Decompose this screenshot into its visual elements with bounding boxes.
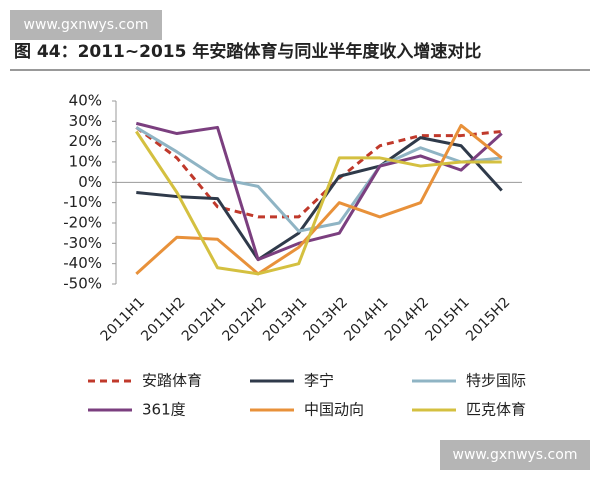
x-tick-label: 2011H2 xyxy=(138,294,188,344)
x-tick-label: 2013H1 xyxy=(260,294,310,344)
y-tick-label: -50% xyxy=(63,275,102,293)
x-tick-label: 2012H1 xyxy=(179,294,229,344)
watermark: www.gxnwys.com xyxy=(453,447,578,463)
watermark: www.gxnwys.com xyxy=(24,17,149,33)
x-tick-label: 2012H2 xyxy=(219,294,269,344)
x-tick-label: 2014H2 xyxy=(382,294,432,344)
legend-label: 361度 xyxy=(142,401,186,419)
y-tick-label: 20% xyxy=(69,132,102,150)
x-tick-label: 2015H2 xyxy=(463,294,513,344)
y-tick-label: -40% xyxy=(63,254,102,272)
legend-label: 匹克体育 xyxy=(466,401,526,419)
x-tick-label: 2011H1 xyxy=(98,294,148,344)
y-tick-label: -10% xyxy=(63,193,102,211)
y-tick-label: 10% xyxy=(69,153,102,171)
legend-label: 中国动向 xyxy=(304,401,364,419)
y-tick-label: 40% xyxy=(69,92,102,110)
legend-label: 特步国际 xyxy=(466,372,526,390)
y-tick-label: -20% xyxy=(63,214,102,232)
watermark-box xyxy=(10,10,162,40)
x-tick-label: 2013H2 xyxy=(301,294,351,344)
series-line xyxy=(136,136,503,262)
y-tick-label: 30% xyxy=(69,112,102,130)
series-line xyxy=(135,130,502,276)
legend-label: 李宁 xyxy=(304,372,334,390)
x-tick-label: 2015H1 xyxy=(422,294,472,344)
y-tick-label: -30% xyxy=(63,234,102,252)
watermark-box xyxy=(440,440,590,470)
series-line xyxy=(135,123,503,276)
legend-label: 安踏体育 xyxy=(142,372,202,390)
chart-title: 图 44：2011~2015 年安踏体育与同业半年度收入增速对比 xyxy=(14,41,481,62)
x-tick-label: 2014H1 xyxy=(341,294,391,344)
y-tick-label: 0% xyxy=(78,173,102,191)
series-line xyxy=(135,126,502,219)
